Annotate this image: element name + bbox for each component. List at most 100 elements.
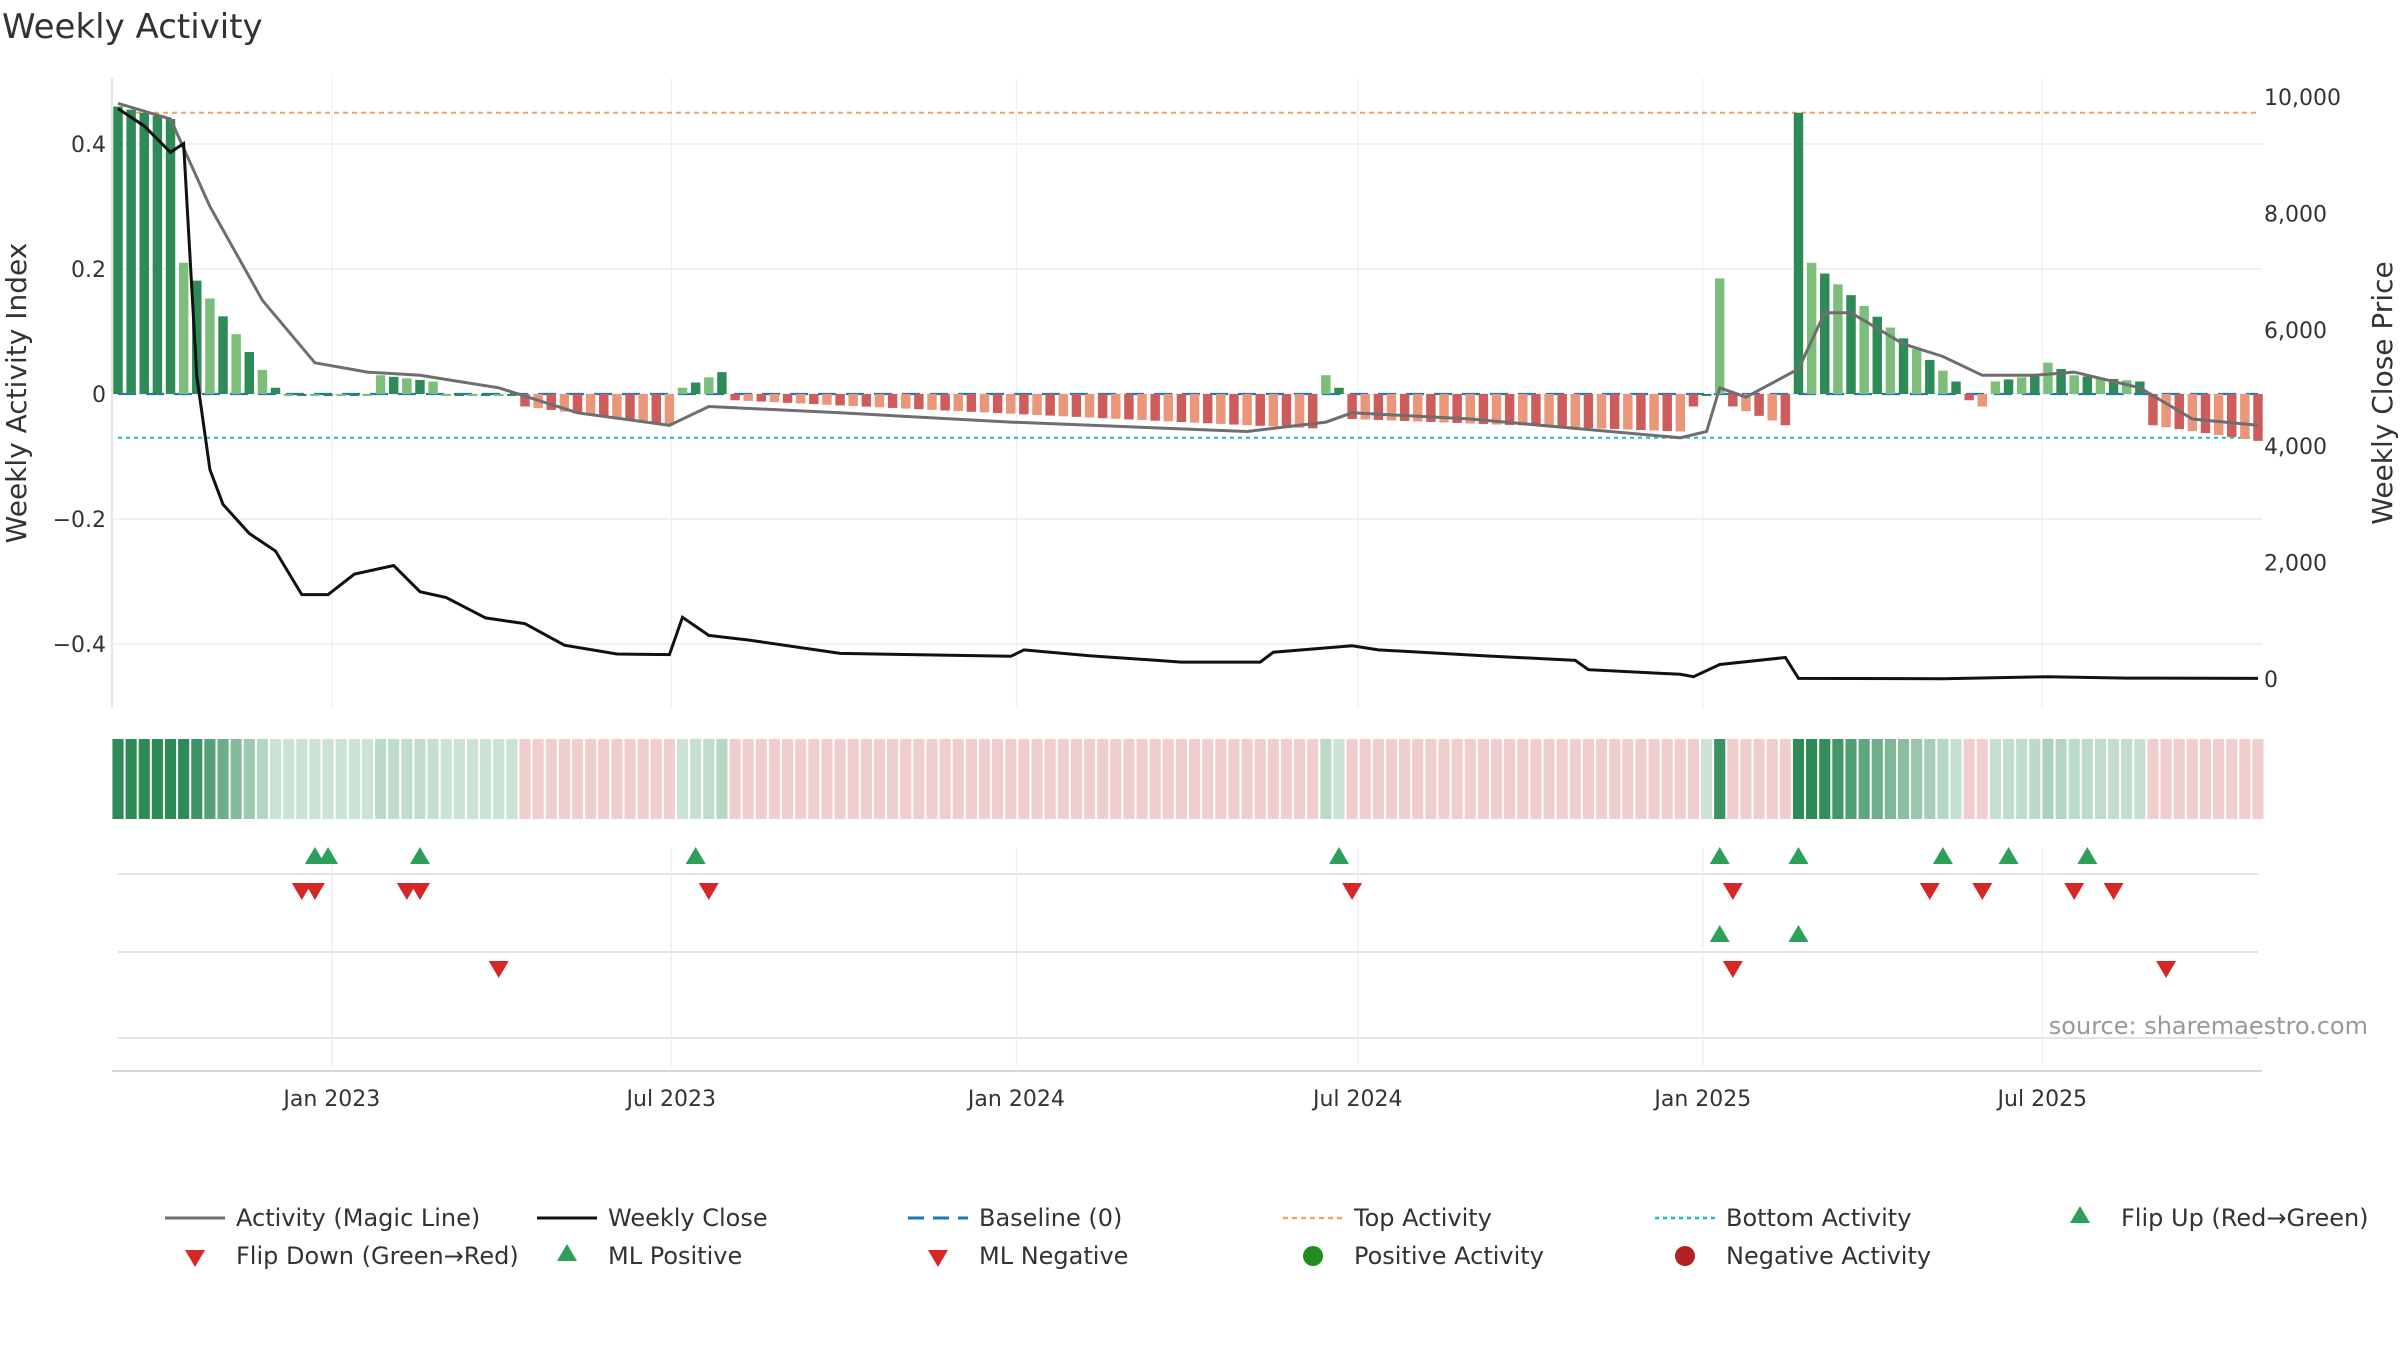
- legend-label: ML Negative: [979, 1242, 1128, 1270]
- activity-bar: [1281, 394, 1292, 428]
- activity-bar: [2253, 394, 2263, 441]
- activity-bar: [953, 394, 963, 412]
- activity-bar: [901, 394, 911, 409]
- activity-bar: [2148, 394, 2158, 426]
- strip-cell: [887, 739, 899, 819]
- legend-item-baseline: Baseline (0): [908, 1204, 1122, 1232]
- activity-bar: [1977, 394, 1988, 407]
- legend-label: Negative Activity: [1726, 1242, 1931, 1270]
- strip-cell: [965, 739, 977, 819]
- activity-bar: [1242, 394, 1252, 426]
- strip-cell: [1254, 739, 1266, 819]
- activity-bar: [704, 377, 714, 394]
- legend-label: ML Positive: [608, 1242, 742, 1270]
- legend-swatch: [557, 1244, 577, 1261]
- activity-bar: [218, 316, 228, 394]
- activity-bar: [835, 394, 845, 406]
- legend-label: Flip Down (Green→Red): [236, 1242, 519, 1270]
- activity-bar: [441, 394, 451, 396]
- strip-cell: [1556, 739, 1568, 819]
- strip-cell: [2055, 739, 2067, 819]
- activity-bar: [1347, 394, 1357, 419]
- strip-cell: [913, 739, 925, 819]
- strip-cell: [2213, 739, 2225, 819]
- activity-bar: [1439, 394, 1449, 423]
- activity-bar: [1334, 387, 1344, 394]
- strip-cell: [873, 739, 886, 819]
- strip-cell: [676, 739, 689, 819]
- activity-bar: [1885, 327, 1896, 394]
- strip-cell: [1727, 739, 1739, 819]
- activity-bar: [494, 394, 504, 396]
- strip-cell: [1687, 739, 1700, 819]
- strip-cell: [768, 739, 781, 819]
- strip-cell: [440, 739, 452, 819]
- activity-bar: [874, 394, 885, 408]
- strip-cell: [1648, 739, 1660, 819]
- activity-bar: [2108, 379, 2119, 394]
- strip-cell: [2002, 739, 2015, 819]
- activity-bar: [507, 394, 517, 396]
- strip-cell: [401, 739, 413, 819]
- legend: Activity (Magic Line) Weekly Close Baselin…: [165, 1204, 2369, 1270]
- flip-down-marker: [1722, 883, 1743, 900]
- activity-bar: [336, 394, 346, 396]
- strip-cell: [663, 739, 675, 819]
- strip-cell: [1845, 739, 1857, 819]
- strip-cell: [1123, 739, 1135, 819]
- strip-cell: [1635, 739, 1647, 819]
- strip-cell: [585, 739, 597, 819]
- activity-bar: [940, 394, 950, 411]
- strip-cell: [1897, 739, 1910, 819]
- activity-bar: [415, 379, 425, 394]
- strip-cell: [269, 739, 282, 819]
- y2-tick-label: 4,000: [2264, 435, 2327, 460]
- ml-negative-marker: [1722, 961, 1743, 978]
- strip-cell: [2173, 739, 2185, 819]
- activity-bar: [861, 394, 872, 407]
- activity-bar: [1898, 338, 1909, 394]
- strip-cell: [1228, 739, 1240, 819]
- strip-cell: [860, 739, 872, 819]
- activity-bar: [1465, 394, 1475, 424]
- activity-bar: [2056, 369, 2066, 394]
- strip-cell: [1858, 739, 1870, 819]
- strip-cell: [1674, 739, 1686, 819]
- strip-cell: [1215, 739, 1227, 819]
- activity-bar: [231, 334, 241, 394]
- activity-bar: [966, 394, 977, 412]
- activity-bar: [126, 109, 136, 394]
- strip-cell: [2121, 739, 2133, 819]
- flip-down-marker: [1972, 883, 1993, 900]
- activity-bar: [1806, 262, 1817, 394]
- strip-cell: [1661, 739, 1673, 819]
- strip-cell: [1714, 739, 1726, 819]
- activity-bar: [283, 394, 294, 396]
- activity-bar: [2213, 394, 2224, 436]
- activity-bar: [2030, 375, 2040, 394]
- activity-bar: [257, 369, 268, 394]
- activity-bar: [1728, 394, 1738, 407]
- activity-bar: [572, 394, 583, 414]
- strip-cell: [427, 739, 439, 819]
- activity-bar: [1360, 394, 1370, 420]
- activity-bar: [1045, 394, 1055, 416]
- flip-up-marker: [409, 847, 430, 864]
- activity-bar: [323, 394, 333, 396]
- ml-negative-marker: [2156, 961, 2177, 978]
- activity-bar: [1780, 394, 1791, 426]
- activity-bar: [822, 394, 832, 405]
- strip-cell: [1871, 739, 1883, 819]
- strip-cell: [1018, 739, 1030, 819]
- strip-cell: [532, 739, 544, 819]
- strip-cell: [1766, 739, 1778, 819]
- y2-tick-label: 10,000: [2264, 86, 2341, 111]
- left-axis-title: Weekly Activity Index: [0, 243, 33, 544]
- strip-cell: [598, 739, 610, 819]
- activity-bar: [2121, 380, 2132, 394]
- activity-bar: [165, 119, 176, 394]
- activity-bar: [599, 394, 609, 417]
- flip-down-marker: [698, 883, 719, 900]
- activity-bar: [1636, 394, 1646, 430]
